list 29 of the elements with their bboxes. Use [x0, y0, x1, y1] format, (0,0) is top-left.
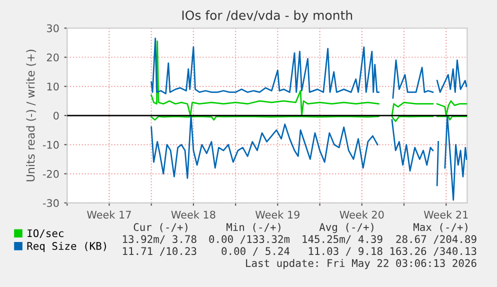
- text: Avg (-/+): [319, 222, 374, 234]
- legend-label: Req Size (KB): [27, 242, 106, 252]
- text: 11.71 /10.23: [123, 247, 196, 256]
- text: Last update: Fri May 22 03:06:13 2026: [246, 258, 476, 270]
- y-tick-label: 10: [47, 82, 59, 90]
- y-tick-label: -10: [42, 140, 59, 149]
- text: Max (-/+): [414, 223, 468, 232]
- y-tick-label: -30: [42, 199, 59, 208]
- y-axis-title: Units read (-) / write (+): [26, 50, 36, 182]
- x-tick-label: Week 18: [171, 210, 216, 219]
- text: 13.92m/ 3.78: [123, 235, 196, 244]
- text: 163.26 /340.13: [390, 247, 476, 256]
- text: 0.00 /133.32m: [209, 235, 290, 244]
- text: Min (-/+): [226, 222, 280, 232]
- y-tick-label: 20: [46, 53, 59, 62]
- text: 145.25m/ 4.39: [302, 235, 382, 244]
- text: 28.67 /204.89: [396, 235, 476, 244]
- y-tick-label: -20: [42, 170, 59, 178]
- x-tick-label: Week 17: [87, 210, 131, 219]
- text: 11.03 / 9.18: [309, 247, 382, 256]
- text: Cur (-/+): [134, 223, 188, 232]
- legend-label: IO/sec: [28, 229, 64, 238]
- y-tick-label: 30: [46, 24, 59, 32]
- y-tick-label: 0: [54, 112, 59, 120]
- x-tick-label: Week 20: [340, 210, 384, 219]
- x-tick-label: Week 19: [255, 210, 300, 219]
- text: 0.00 / 5.24: [222, 247, 290, 256]
- chart-title: IOs for /dev/vda - by month: [182, 10, 352, 22]
- x-tick-label: Week 21: [424, 210, 468, 219]
